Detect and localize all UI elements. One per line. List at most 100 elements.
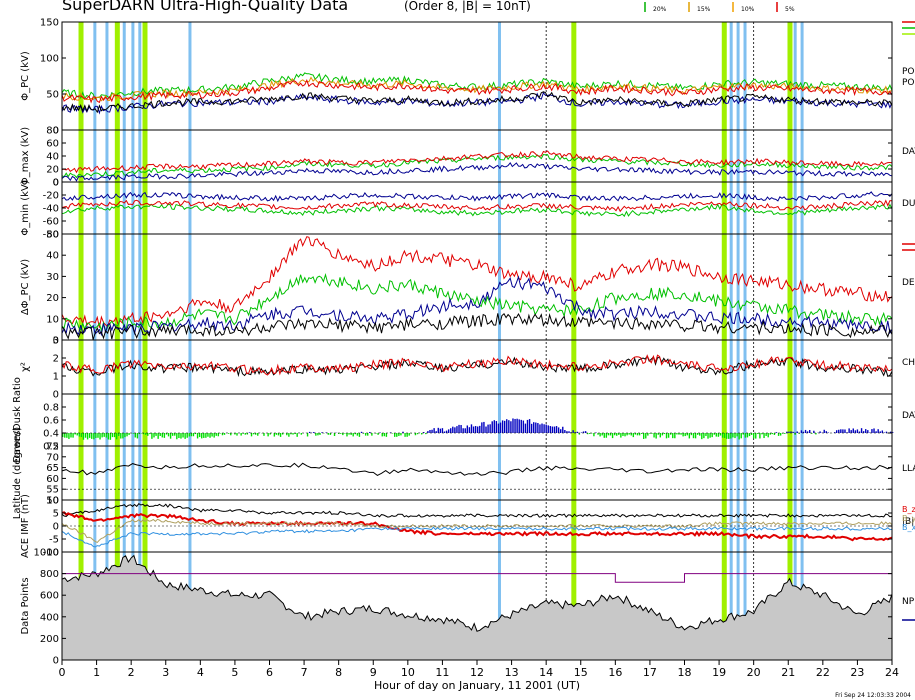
ratio-bar [211, 433, 213, 437]
ratio-bar [402, 431, 404, 433]
ratio-bar [62, 433, 64, 438]
ratio-bar [618, 433, 620, 435]
ratio-bar [489, 424, 491, 433]
ytick-label: 3 [53, 336, 59, 347]
ratio-bar [582, 431, 585, 433]
ratio-bar [153, 433, 155, 438]
ratio-bar [466, 425, 469, 433]
ratio-bar [203, 433, 205, 438]
ratio-bar [97, 433, 99, 438]
xtick-label: 4 [197, 666, 204, 679]
ratio-bar [420, 433, 423, 435]
series-lat-17 [61, 462, 893, 476]
ytick-label: 60 [46, 139, 59, 150]
xtick-label: 21 [781, 666, 795, 679]
ratio-bar [815, 433, 817, 435]
ratio-bar [858, 431, 861, 433]
ratio-bar [715, 433, 718, 437]
ratio-bar [188, 433, 190, 437]
ratio-bar [435, 431, 437, 433]
ytick-label: 40 [46, 152, 59, 163]
ratio-bar [593, 433, 595, 437]
ratio-bar [524, 423, 527, 433]
ratio-bar [375, 433, 377, 434]
ratio-bar [694, 433, 697, 439]
ratio-bar [99, 433, 101, 440]
ratio-bar [499, 422, 502, 433]
npts-line [61, 554, 893, 632]
ratio-bar [107, 433, 110, 440]
ratio-bar [414, 433, 417, 436]
ratio-bar [551, 426, 554, 433]
band-blue-10 [793, 22, 797, 660]
ratio-bar [707, 433, 709, 439]
band-blue-11 [800, 22, 804, 660]
xtick-label: 14 [539, 666, 553, 679]
ratio-bar [788, 431, 790, 433]
ratio-bar [74, 433, 76, 435]
ratio-bar [512, 418, 514, 433]
band-blue-5 [188, 22, 192, 660]
ratio-bar [701, 433, 703, 440]
ratio-bar [157, 433, 159, 439]
ratio-bar [263, 433, 265, 436]
ratio-bar [369, 431, 371, 433]
ratio-bar [257, 433, 259, 436]
ratio-bar [566, 431, 568, 433]
ratio-bar [643, 433, 645, 439]
ratio-bar [661, 433, 664, 436]
ratio-bar [533, 422, 535, 433]
ratio-bar [852, 428, 854, 433]
ratio-bar [319, 433, 321, 435]
band-green-0 [78, 22, 84, 660]
ratio-bar [813, 430, 815, 433]
ylabel-ratio: Dawn/Dusk Ratio [12, 377, 23, 463]
ratio-bar [875, 431, 877, 433]
ratio-bar [759, 433, 761, 439]
series-imf-19 [61, 511, 893, 542]
series-phi_pc-2 [61, 78, 893, 104]
npts-purple-line [62, 573, 892, 583]
series-imf-20 [61, 518, 893, 544]
ytick-label: 50 [46, 496, 59, 507]
chart-subtitle: (Order 8, |B| = 10nT) [404, 0, 531, 13]
ratio-bar [730, 433, 732, 439]
xtick-label: 20 [747, 666, 761, 679]
ratio-bar [76, 433, 78, 436]
ratio-bar [804, 429, 807, 433]
ratio-bar [879, 431, 881, 433]
ytick-label: 60 [46, 474, 59, 485]
ratio-bar [138, 433, 141, 435]
series-phi_max-7 [61, 162, 893, 182]
ratio-bar [688, 433, 691, 439]
ratio-bar [269, 433, 271, 435]
ratio-bar [655, 433, 657, 439]
ratio-bar [396, 433, 398, 437]
ratio-bar [881, 430, 884, 433]
ratio-bar [545, 424, 547, 433]
band-blue-2 [122, 22, 126, 660]
ratio-bar [308, 431, 311, 433]
ratio-bar [404, 433, 406, 437]
ratio-bar [180, 433, 182, 439]
ratio-bar [93, 433, 95, 440]
ratio-bar [236, 433, 238, 436]
panel-frame-ratio [61, 393, 893, 447]
ratio-bar [460, 425, 462, 433]
series-phi_min-8 [61, 203, 893, 218]
ratio-bar [620, 433, 622, 438]
right-label-chi2: CH [902, 358, 915, 368]
xtick-label: 17 [643, 666, 657, 679]
ratio-bar [443, 431, 446, 433]
ratio-bar [560, 429, 562, 433]
ratio-bar [711, 433, 713, 438]
ratio-bar [862, 431, 865, 433]
ytick-label: 80 [46, 126, 59, 137]
panel-frame-phi_pc [61, 21, 893, 131]
ratio-bar [867, 430, 869, 433]
ratio-bar [663, 433, 666, 435]
series-phi_max-6 [61, 150, 893, 174]
series-imf-18 [61, 503, 893, 518]
ratio-bar [66, 433, 68, 438]
